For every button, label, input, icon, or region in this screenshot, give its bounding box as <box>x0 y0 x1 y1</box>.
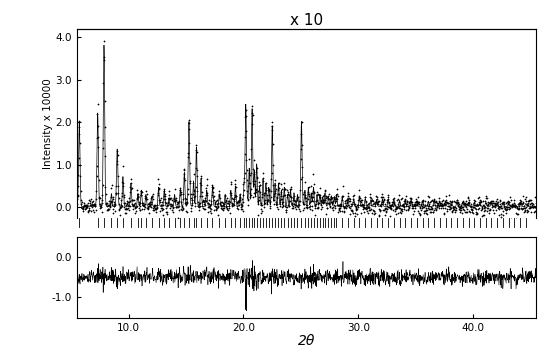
X-axis label: 2θ: 2θ <box>298 334 315 348</box>
Y-axis label: Intensity x 10000: Intensity x 10000 <box>43 78 53 169</box>
Title: x 10: x 10 <box>290 13 323 28</box>
